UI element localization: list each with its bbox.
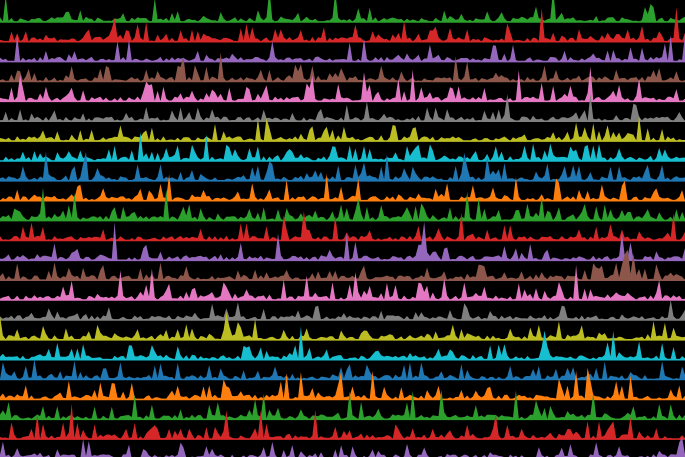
track-19-area — [0, 359, 685, 380]
track-23-area — [0, 437, 685, 457]
track-20-area — [0, 367, 685, 400]
track-6-area — [0, 93, 685, 122]
track-16-area — [0, 299, 685, 320]
track-12-area — [0, 211, 685, 241]
track-10-area — [0, 173, 685, 201]
track-8-area — [0, 132, 685, 161]
track-18-area — [0, 326, 685, 360]
track-21-area — [0, 389, 685, 420]
track-22-area — [0, 403, 685, 440]
track-3-area — [0, 34, 685, 62]
track-4-area — [0, 52, 685, 82]
track-17-area — [0, 312, 685, 340]
track-2-area — [0, 7, 685, 42]
track-11-area — [0, 187, 685, 221]
track-15-area — [0, 265, 685, 300]
track-7-area — [0, 115, 685, 142]
track-1-area — [0, 0, 685, 22]
track-14-area — [0, 249, 685, 281]
track-5-area — [0, 66, 685, 102]
